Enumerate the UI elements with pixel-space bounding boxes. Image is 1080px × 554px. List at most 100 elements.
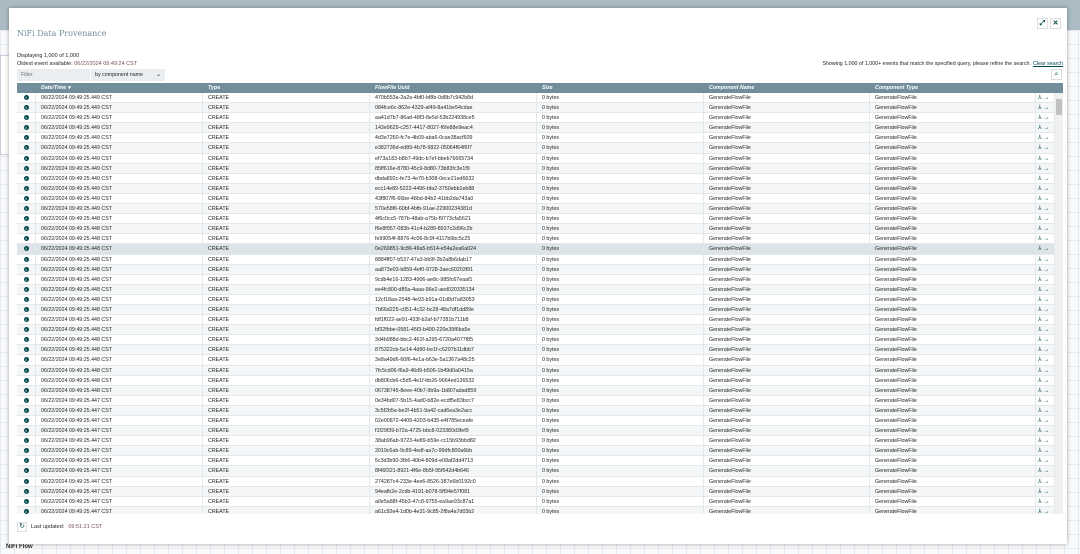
lineage-icon[interactable]: ⅄: [1038, 377, 1042, 384]
table-row[interactable]: i 06/22/2024 09:49:25.449 CST CREATE 570e58…: [17, 204, 1063, 215]
table-row[interactable]: i 06/22/2024 09:49:25.447 CST CREATE 2019c6…: [17, 446, 1063, 457]
go-to-icon[interactable]: →: [1043, 377, 1050, 384]
info-icon[interactable]: i: [23, 195, 29, 201]
table-row[interactable]: i 06/22/2024 09:49:25.447 CST CREATE 02e008…: [17, 416, 1063, 427]
info-button[interactable]: i: [17, 466, 36, 476]
info-icon[interactable]: i: [23, 105, 29, 111]
info-button[interactable]: i: [17, 436, 36, 446]
lineage-icon[interactable]: ⅄: [1038, 478, 1042, 485]
lineage-icon[interactable]: ⅄: [1038, 125, 1042, 132]
info-button[interactable]: i: [17, 325, 36, 335]
lineage-icon[interactable]: ⅄: [1038, 498, 1042, 505]
info-button[interactable]: i: [17, 315, 36, 325]
clear-search-link[interactable]: Clear search: [1032, 61, 1063, 67]
row-actions[interactable]: ⅄ →: [1036, 476, 1055, 486]
table-row[interactable]: i 06/22/2024 09:49:25.448 CST CREATE 7b66d2…: [17, 304, 1063, 316]
info-button[interactable]: i: [17, 224, 36, 234]
row-actions[interactable]: ⅄ →: [1036, 274, 1055, 284]
table-row[interactable]: i 06/22/2024 09:49:25.448 CST CREATE 3d4b98…: [17, 335, 1063, 346]
info-icon[interactable]: i: [23, 377, 29, 383]
row-actions[interactable]: ⅄ →: [1036, 244, 1055, 254]
info-icon[interactable]: i: [23, 367, 29, 373]
lineage-icon[interactable]: ⅄: [1038, 226, 1042, 233]
col-component-name[interactable]: Component Name: [709, 85, 755, 91]
info-button[interactable]: i: [17, 496, 36, 506]
go-to-icon[interactable]: →: [1043, 145, 1050, 152]
info-icon[interactable]: i: [23, 236, 29, 242]
row-actions[interactable]: ⅄ →: [1036, 506, 1055, 514]
table-row[interactable]: i 06/22/2024 09:49:25.448 CST CREATE 9cdb4e…: [17, 274, 1063, 285]
info-button[interactable]: i: [17, 234, 36, 244]
info-icon[interactable]: i: [23, 296, 29, 302]
info-icon[interactable]: i: [23, 206, 29, 212]
info-button[interactable]: i: [17, 214, 36, 224]
lineage-icon[interactable]: ⅄: [1038, 135, 1042, 142]
table-row[interactable]: i 06/22/2024 09:49:25.447 CST CREATE f1f29f…: [17, 426, 1063, 437]
row-actions[interactable]: ⅄ →: [1036, 375, 1055, 385]
lineage-icon[interactable]: ⅄: [1038, 155, 1042, 162]
lineage-icon[interactable]: ⅄: [1038, 347, 1042, 354]
info-button[interactable]: i: [17, 183, 36, 193]
go-to-icon[interactable]: →: [1043, 478, 1050, 485]
go-to-icon[interactable]: →: [1043, 428, 1050, 435]
go-to-icon[interactable]: →: [1043, 256, 1050, 263]
row-actions[interactable]: ⅄ →: [1036, 304, 1055, 315]
row-actions[interactable]: ⅄ →: [1036, 103, 1055, 113]
go-to-icon[interactable]: →: [1043, 407, 1050, 414]
info-button[interactable]: i: [17, 304, 36, 315]
go-to-icon[interactable]: →: [1043, 195, 1050, 202]
table-row[interactable]: i 06/22/2024 09:49:25.448 CST CREATE ee4fc8…: [17, 284, 1063, 295]
info-button[interactable]: i: [17, 385, 36, 395]
go-to-icon[interactable]: →: [1043, 125, 1050, 132]
go-to-icon[interactable]: →: [1043, 236, 1050, 243]
row-actions[interactable]: ⅄ →: [1036, 294, 1055, 304]
info-icon[interactable]: i: [23, 327, 29, 333]
row-actions[interactable]: ⅄ →: [1036, 446, 1055, 456]
row-actions[interactable]: ⅄ →: [1036, 123, 1055, 133]
info-button[interactable]: i: [17, 476, 36, 486]
filter-by-select[interactable]: by component name ⌄: [91, 69, 165, 81]
info-icon[interactable]: i: [23, 276, 29, 282]
info-button[interactable]: i: [17, 254, 36, 264]
row-actions[interactable]: ⅄ →: [1036, 456, 1055, 466]
info-button[interactable]: i: [17, 355, 36, 365]
go-to-icon[interactable]: →: [1043, 458, 1050, 465]
info-button[interactable]: i: [17, 193, 36, 204]
lineage-icon[interactable]: ⅄: [1038, 276, 1042, 283]
lineage-icon[interactable]: ⅄: [1038, 357, 1042, 364]
info-button[interactable]: i: [17, 456, 36, 466]
info-icon[interactable]: i: [23, 145, 29, 151]
row-actions[interactable]: ⅄ →: [1036, 325, 1055, 335]
col-datetime[interactable]: Date/Time ▾: [41, 85, 71, 91]
lineage-icon[interactable]: ⅄: [1038, 296, 1042, 303]
table-row[interactable]: i 06/22/2024 09:49:25.447 CST CREATE 0e34bd…: [17, 395, 1063, 406]
row-actions[interactable]: ⅄ →: [1036, 113, 1055, 123]
info-icon[interactable]: i: [23, 498, 29, 504]
table-row[interactable]: i 06/22/2024 09:49:25.448 CST CREATE bf32fb…: [17, 325, 1063, 336]
go-to-icon[interactable]: →: [1043, 498, 1050, 505]
lineage-icon[interactable]: ⅄: [1038, 165, 1042, 172]
table-row[interactable]: i 06/22/2024 09:49:25.447 CST CREATE 274287…: [17, 476, 1063, 487]
info-icon[interactable]: i: [23, 448, 29, 454]
row-actions[interactable]: ⅄ →: [1036, 365, 1055, 375]
info-button[interactable]: i: [17, 153, 36, 163]
row-actions[interactable]: ⅄ →: [1036, 234, 1055, 244]
table-row[interactable]: i 06/22/2024 09:49:25.449 CST CREATE ecc14e…: [17, 183, 1063, 194]
lineage-icon[interactable]: ⅄: [1038, 428, 1042, 435]
table-row[interactable]: i 06/22/2024 09:49:25.448 CST CREATE db806c…: [17, 375, 1063, 386]
lineage-icon[interactable]: ⅄: [1038, 407, 1042, 414]
table-row[interactable]: i 06/22/2024 09:49:25.448 CST CREATE 875322…: [17, 345, 1063, 356]
go-to-icon[interactable]: →: [1043, 226, 1050, 233]
go-to-icon[interactable]: →: [1043, 246, 1050, 253]
info-icon[interactable]: i: [23, 266, 29, 272]
info-icon[interactable]: i: [23, 165, 29, 171]
info-button[interactable]: i: [17, 416, 36, 426]
row-actions[interactable]: ⅄ →: [1036, 224, 1055, 234]
lineage-icon[interactable]: ⅄: [1038, 418, 1042, 424]
row-actions[interactable]: ⅄ →: [1036, 355, 1055, 365]
info-icon[interactable]: i: [23, 418, 29, 423]
go-to-icon[interactable]: →: [1043, 216, 1050, 223]
lineage-icon[interactable]: ⅄: [1038, 216, 1042, 223]
table-row[interactable]: i 06/22/2024 09:49:25.448 CST CREATE 3e8a49…: [17, 355, 1063, 366]
info-icon[interactable]: i: [23, 95, 29, 100]
